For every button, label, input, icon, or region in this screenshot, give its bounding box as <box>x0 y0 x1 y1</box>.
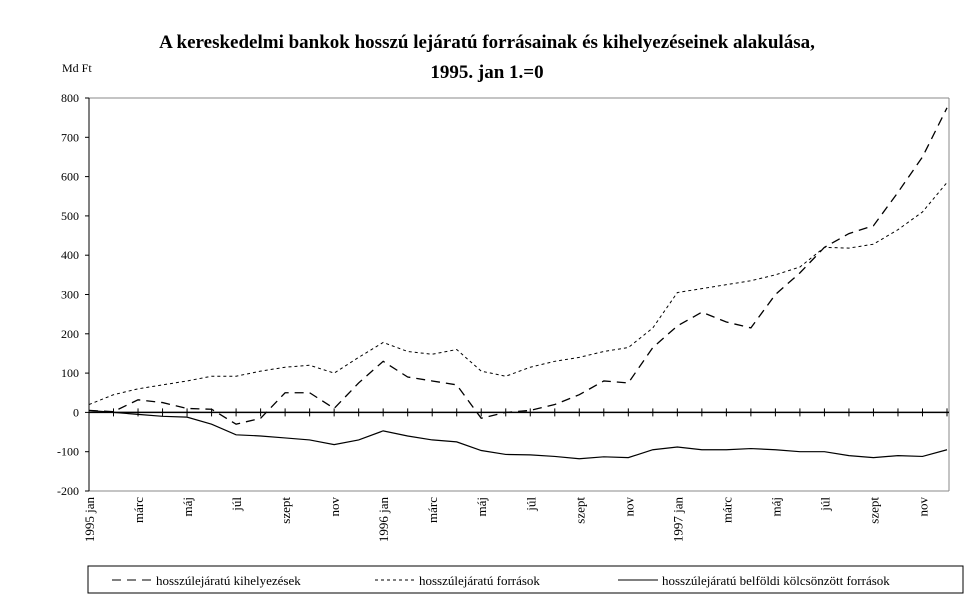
y-tick-label: 800 <box>61 91 79 105</box>
x-tick-label: nov <box>327 497 342 517</box>
series-line-3 <box>88 409 948 460</box>
x-tick-label: júl <box>229 497 244 512</box>
x-tick-label: 1997 jan <box>670 497 685 543</box>
series-line-1 <box>88 107 948 425</box>
y-tick-label: -200 <box>57 484 79 498</box>
chart-title: A kereskedelmi bankok hosszú lejáratú fo… <box>159 32 815 53</box>
chart-subtitle: 1995. jan 1.=0 <box>430 62 543 83</box>
x-tick-label: márc <box>131 497 146 523</box>
x-tick-label: máj <box>768 497 783 517</box>
legend-label-3: hosszúlejáratú belföldi kölcsönzött forr… <box>662 573 890 588</box>
x-tick-label: 1996 jan <box>376 497 391 543</box>
x-tick-label: 1995 jan <box>82 497 97 543</box>
x-tick-label: márc <box>719 497 734 523</box>
y-tick-label: 100 <box>61 366 79 380</box>
x-tick-label: máj <box>180 497 195 517</box>
legend-label-2: hosszúlejáratú források <box>419 573 540 588</box>
x-tick-label: nov <box>621 497 636 517</box>
y-tick-label: 600 <box>61 170 79 184</box>
x-tick-label: szept <box>866 497 881 524</box>
x-tick-label: júl <box>523 497 538 512</box>
y-tick-label: 300 <box>61 288 79 302</box>
x-tick-label: szept <box>572 497 587 524</box>
y-tick-label: 400 <box>61 248 79 262</box>
y-tick-label: 700 <box>61 130 79 144</box>
x-tick-label: szept <box>278 497 293 524</box>
y-tick-label: 200 <box>61 327 79 341</box>
series-line-2 <box>88 182 948 406</box>
y-tick-label: 500 <box>61 209 79 223</box>
legend-box <box>87 565 964 594</box>
y-axis-label: Md Ft <box>62 61 92 75</box>
x-tick-label: márc <box>425 497 440 523</box>
legend-label-1: hosszúlejáratú kihelyezések <box>156 573 301 588</box>
x-tick-label: nov <box>915 497 930 517</box>
y-tick-label: -100 <box>57 445 79 459</box>
y-tick-label: 0 <box>73 405 79 419</box>
x-tick-label: júl <box>817 497 832 512</box>
x-tick-label: máj <box>474 497 489 517</box>
